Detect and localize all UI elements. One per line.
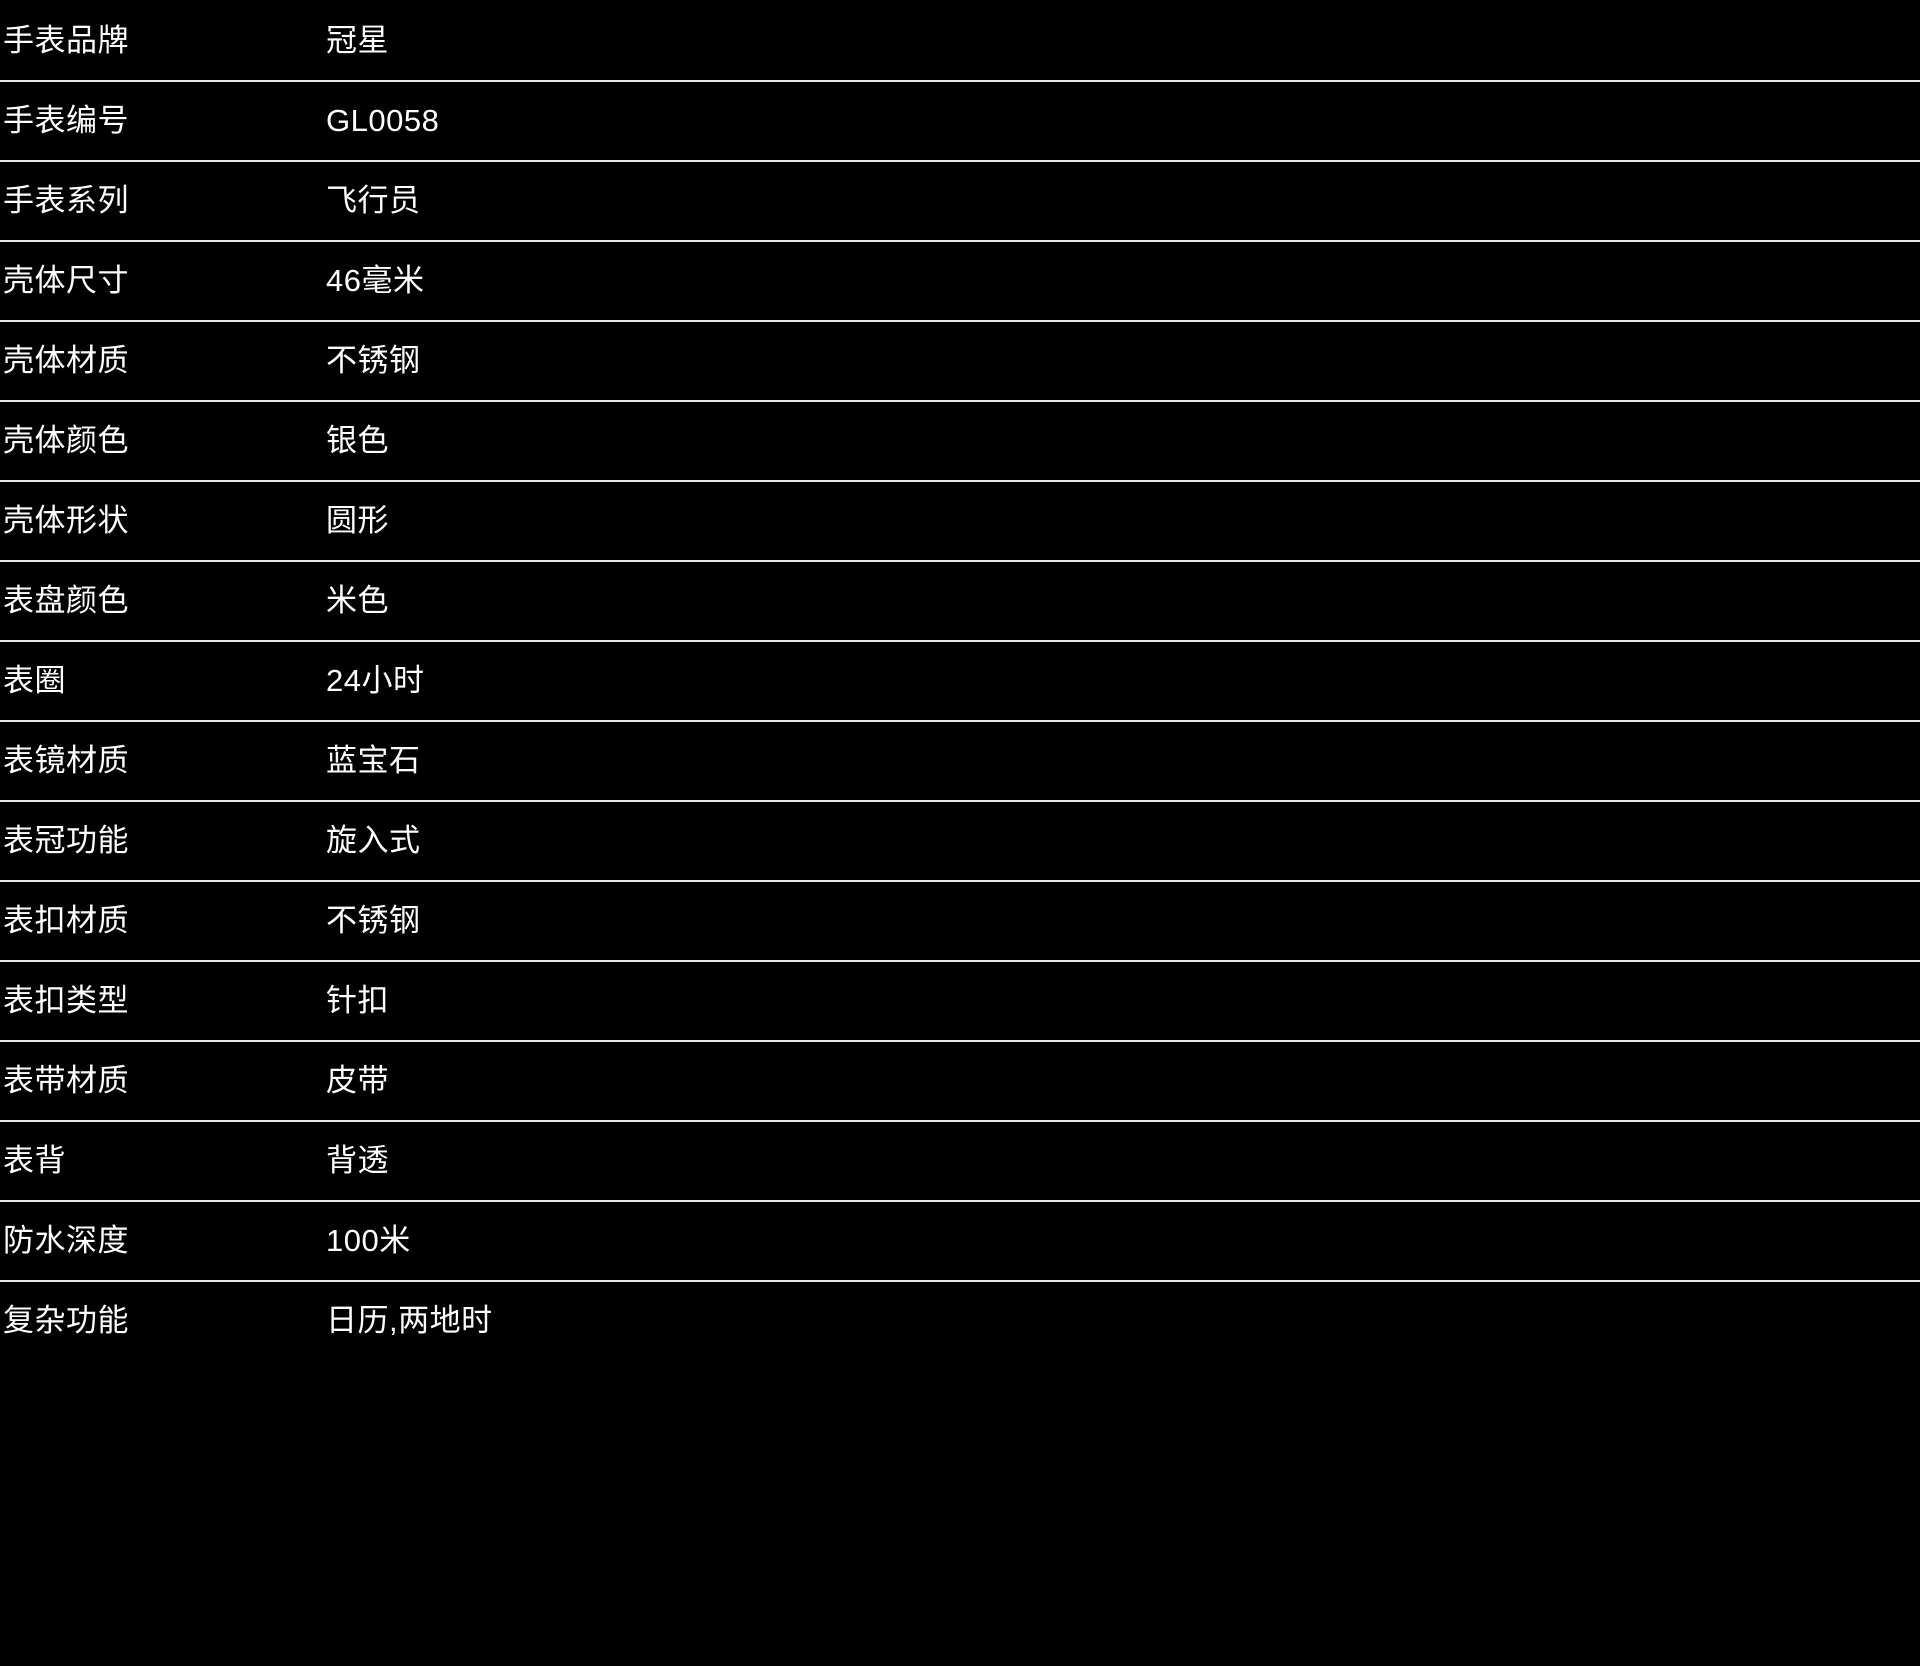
spec-value: 不锈钢 bbox=[326, 902, 421, 938]
spec-label: 表盘颜色 bbox=[3, 582, 129, 618]
spec-label: 防水深度 bbox=[3, 1222, 129, 1258]
spec-value: 100米 bbox=[326, 1222, 411, 1258]
spec-value: 24小时 bbox=[326, 662, 425, 698]
spec-row: 表圈 24小时 bbox=[0, 640, 1920, 720]
spec-row: 表扣类型 针扣 bbox=[0, 960, 1920, 1040]
spec-row: 表扣材质 不锈钢 bbox=[0, 880, 1920, 960]
spec-row: 手表编号 GL0058 bbox=[0, 80, 1920, 160]
spec-value: 米色 bbox=[326, 582, 389, 618]
spec-label: 壳体材质 bbox=[3, 342, 129, 378]
watch-specification-table: 手表品牌 冠星 手表编号 GL0058 手表系列 飞行员 壳体尺寸 46毫米 壳体材质 不锈钢 壳体… bbox=[0, 0, 1920, 1360]
spec-value: 旋入式 bbox=[326, 822, 421, 858]
spec-row: 表镜材质 蓝宝石 bbox=[0, 720, 1920, 800]
spec-value: 银色 bbox=[326, 422, 389, 458]
spec-row: 表冠功能 旋入式 bbox=[0, 800, 1920, 880]
spec-value: 针扣 bbox=[326, 982, 389, 1018]
spec-label: 手表编号 bbox=[3, 102, 129, 138]
spec-label: 表带材质 bbox=[3, 1062, 129, 1098]
spec-label: 壳体形状 bbox=[3, 502, 129, 538]
spec-label: 壳体颜色 bbox=[3, 422, 129, 458]
spec-label: 表扣材质 bbox=[3, 902, 129, 938]
spec-value: 飞行员 bbox=[326, 182, 421, 218]
spec-row: 壳体尺寸 46毫米 bbox=[0, 240, 1920, 320]
spec-label: 手表品牌 bbox=[3, 22, 129, 58]
spec-label: 手表系列 bbox=[3, 182, 129, 218]
spec-row: 表带材质 皮带 bbox=[0, 1040, 1920, 1120]
spec-value: GL0058 bbox=[326, 102, 440, 138]
spec-row: 复杂功能 日历,两地时 bbox=[0, 1280, 1920, 1360]
spec-label: 复杂功能 bbox=[3, 1302, 129, 1338]
spec-label: 表扣类型 bbox=[3, 982, 129, 1018]
spec-row: 手表品牌 冠星 bbox=[0, 0, 1920, 80]
spec-value: 46毫米 bbox=[326, 262, 425, 298]
spec-value: 背透 bbox=[326, 1142, 389, 1178]
spec-row: 防水深度 100米 bbox=[0, 1200, 1920, 1280]
spec-row: 表背 背透 bbox=[0, 1120, 1920, 1200]
spec-label: 表镜材质 bbox=[3, 742, 129, 778]
spec-row: 壳体形状 圆形 bbox=[0, 480, 1920, 560]
spec-value: 不锈钢 bbox=[326, 342, 421, 378]
spec-label: 表背 bbox=[3, 1142, 66, 1178]
spec-value: 日历,两地时 bbox=[326, 1302, 493, 1338]
spec-label: 表冠功能 bbox=[3, 822, 129, 858]
spec-value: 蓝宝石 bbox=[326, 742, 421, 778]
spec-value: 冠星 bbox=[326, 22, 389, 58]
spec-value: 圆形 bbox=[326, 502, 389, 538]
spec-row: 表盘颜色 米色 bbox=[0, 560, 1920, 640]
spec-label: 表圈 bbox=[3, 662, 66, 698]
spec-row: 手表系列 飞行员 bbox=[0, 160, 1920, 240]
spec-row: 壳体颜色 银色 bbox=[0, 400, 1920, 480]
spec-row: 壳体材质 不锈钢 bbox=[0, 320, 1920, 400]
spec-label: 壳体尺寸 bbox=[3, 262, 129, 298]
spec-value: 皮带 bbox=[326, 1062, 389, 1098]
